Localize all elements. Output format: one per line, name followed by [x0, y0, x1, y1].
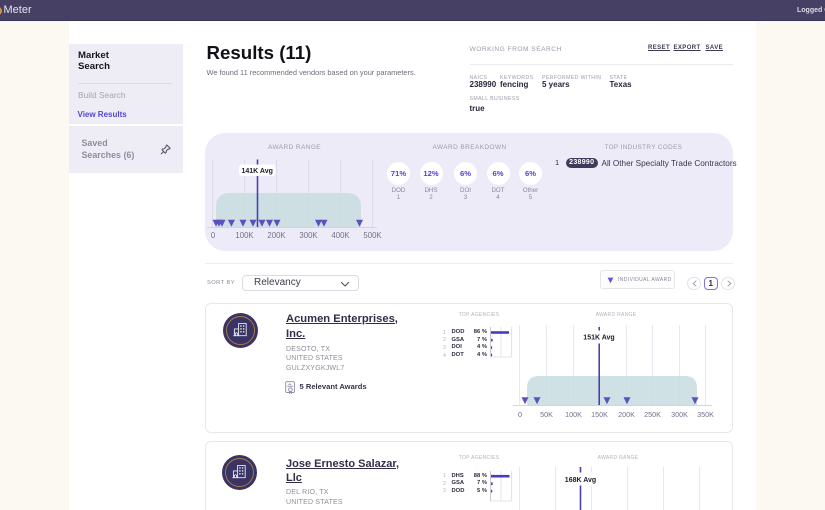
svg-text:300K: 300K	[671, 410, 688, 419]
svg-text:50K: 50K	[540, 410, 553, 419]
svg-text:150K: 150K	[591, 410, 608, 419]
svg-text:400K: 400K	[331, 231, 350, 240]
svg-text:350K: 350K	[697, 410, 714, 419]
svg-text:200K: 200K	[267, 231, 286, 240]
svg-text:250K: 250K	[644, 410, 661, 419]
svg-text:141K Avg: 141K Avg	[242, 168, 273, 175]
svg-text:0: 0	[211, 231, 216, 240]
svg-text:100K: 100K	[235, 231, 254, 240]
svg-text:200K: 200K	[618, 410, 635, 419]
svg-text:100K: 100K	[565, 410, 582, 419]
svg-text:300K: 300K	[299, 231, 318, 240]
svg-text:500K: 500K	[363, 231, 382, 240]
svg-text:151K Avg: 151K Avg	[583, 335, 614, 342]
svg-text:0: 0	[518, 410, 522, 419]
svg-text:168K Avg: 168K Avg	[565, 477, 596, 484]
